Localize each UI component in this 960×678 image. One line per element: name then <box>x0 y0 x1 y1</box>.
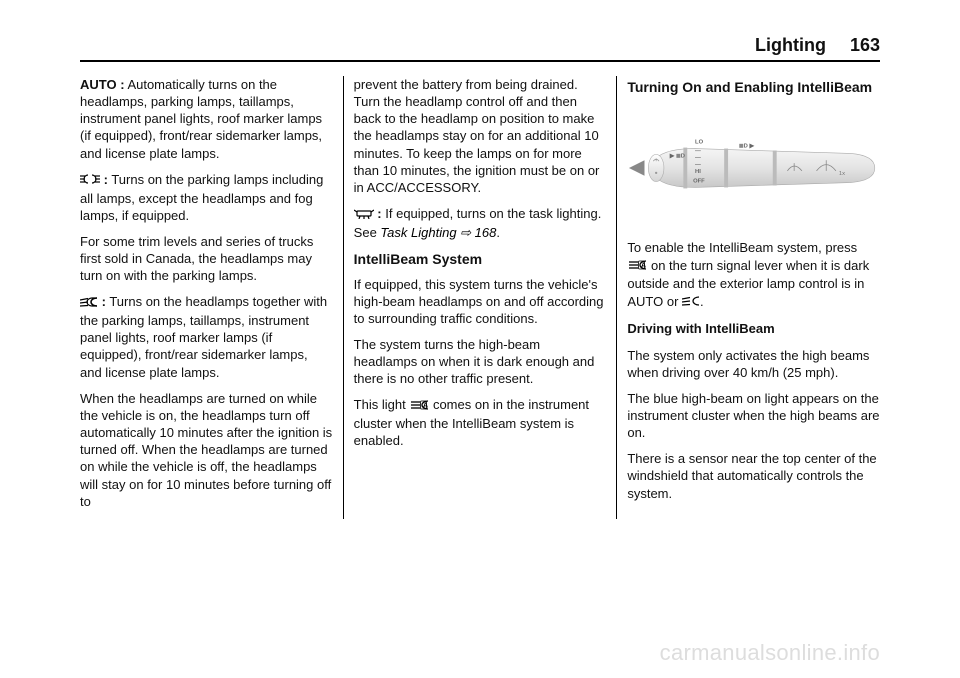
task-light-icon <box>354 205 374 223</box>
text-ib-light-a: This light <box>354 397 410 412</box>
svg-text:OFF: OFF <box>693 179 705 185</box>
headlamp-icon <box>80 294 98 312</box>
column-3: Turning On and Enabling IntelliBeam <box>617 76 880 519</box>
svg-text:—: — <box>695 149 701 155</box>
para-intellibeam-1: If equipped, this system turns the vehic… <box>354 276 607 327</box>
svg-text:—: — <box>695 163 701 169</box>
column-2: prevent the battery from being drained. … <box>344 76 618 519</box>
intellibeam-icon: A <box>409 397 429 415</box>
text-headlamps: Turns on the headlamps together with the… <box>80 294 327 379</box>
svg-text:≣D ▶: ≣D ▶ <box>739 140 755 150</box>
para-parking-lamps: : Turns on the parking lamps including a… <box>80 171 333 224</box>
para-intellibeam-light: This light A comes on in the instrument … <box>354 396 607 449</box>
heading-enabling-intellibeam: Turning On and Enabling IntelliBeam <box>627 78 880 96</box>
text-enable-c: . <box>700 294 704 309</box>
svg-text:1x: 1x <box>839 171 845 177</box>
svg-text:HI: HI <box>695 169 701 175</box>
para-auto: AUTO : Automatically turns on the headla… <box>80 76 333 162</box>
xref-dot: . <box>496 225 500 240</box>
para-headlamps: : Turns on the headlamps together with t… <box>80 293 333 380</box>
para-driving-3: There is a sensor near the top center of… <box>627 450 880 501</box>
para-canada-note: For some trim levels and series of truck… <box>80 233 333 284</box>
page-header: Lighting 163 <box>80 35 880 62</box>
text-enable-a: To enable the IntelliBeam system, press <box>627 240 857 255</box>
para-intellibeam-2: The system turns the high-beam headlamps… <box>354 336 607 387</box>
para-headlamp-timer: When the headlamps are turned on while t… <box>80 390 333 510</box>
para-task-lighting: : If equipped, turns on the task lightin… <box>354 205 607 241</box>
manual-page: Lighting 163 AUTO : Automatically turns … <box>0 0 960 678</box>
column-1: AUTO : Automatically turns on the headla… <box>80 76 344 519</box>
heading-intellibeam: IntelliBeam System <box>354 250 607 268</box>
intellibeam-icon-2: A <box>627 257 647 275</box>
xref-task-lighting[interactable]: Task Lighting ⇨ 168 <box>380 225 496 240</box>
para-driving-1: The system only activates the high beams… <box>627 347 880 381</box>
para-battery: prevent the battery from being drained. … <box>354 76 607 196</box>
para-enable-ib: To enable the IntelliBeam system, press … <box>627 239 880 311</box>
para-driving-2: The blue high-beam on light appears on t… <box>627 390 880 441</box>
text-enable-b: on the turn signal lever when it is dark… <box>627 258 869 309</box>
svg-text:A: A <box>423 402 428 409</box>
parking-lamps-icon <box>80 171 100 189</box>
text-parking-lamps: Turns on the parking lamps including all… <box>80 172 323 223</box>
headlamp-icon-2 <box>682 293 700 311</box>
svg-text:—: — <box>695 156 701 162</box>
watermark: carmanualsonline.info <box>660 640 880 666</box>
lever-illustration: LO — — — HI OFF ≣D ▶ ▶ ≣D 1x <box>627 103 880 233</box>
svg-text:LO: LO <box>695 140 704 146</box>
figure-turn-signal-lever: LO — — — HI OFF ≣D ▶ ▶ ≣D 1x <box>627 103 880 233</box>
heading-driving-ib: Driving with IntelliBeam <box>627 320 880 337</box>
section-title: Lighting <box>755 35 826 56</box>
page-number: 163 <box>850 35 880 56</box>
svg-text:A: A <box>641 262 646 269</box>
content-columns: AUTO : Automatically turns on the headla… <box>80 76 880 519</box>
label-auto: AUTO : <box>80 77 125 92</box>
